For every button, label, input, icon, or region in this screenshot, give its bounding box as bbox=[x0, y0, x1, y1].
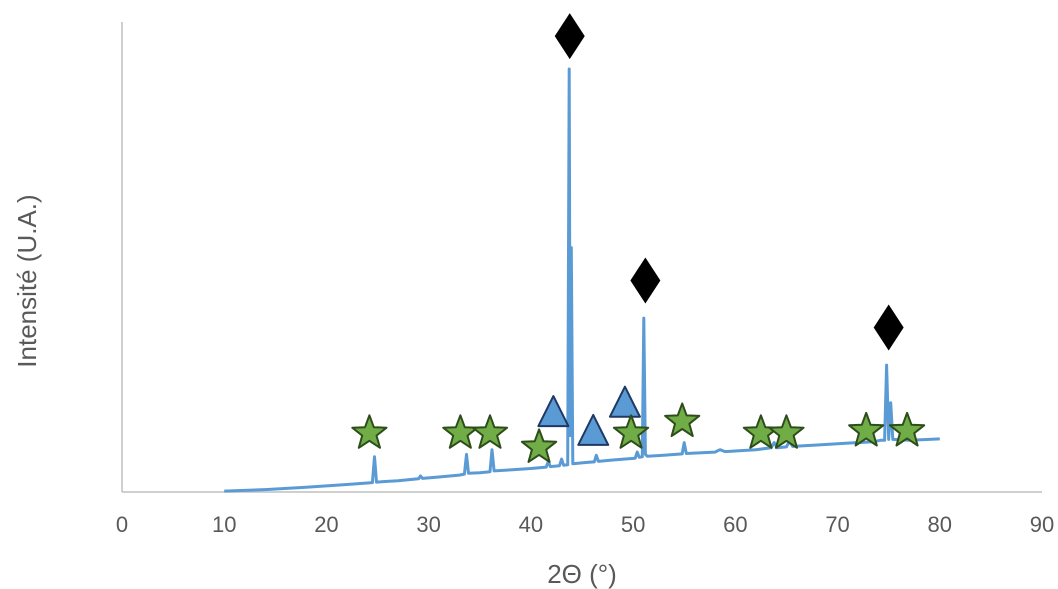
triangle-marker bbox=[608, 385, 641, 418]
star-marker bbox=[520, 428, 558, 463]
x-tick-label: 0 bbox=[116, 512, 128, 537]
diamond-marker bbox=[873, 304, 904, 351]
x-tick-label: 20 bbox=[314, 512, 338, 537]
axes bbox=[121, 22, 1042, 493]
x-tick-label: 70 bbox=[825, 512, 849, 537]
star-marker bbox=[471, 414, 509, 449]
marker-layer bbox=[351, 13, 926, 463]
y-axis-title: Intensité (U.A.) bbox=[12, 194, 42, 367]
star-marker bbox=[768, 414, 805, 449]
x-tick-label: 10 bbox=[212, 512, 236, 537]
x-tick-label: 40 bbox=[519, 512, 543, 537]
triangle-marker bbox=[537, 395, 570, 428]
diamond-marker bbox=[630, 257, 661, 304]
x-tick-label: 90 bbox=[1030, 512, 1054, 537]
series-line bbox=[224, 67, 940, 493]
star-marker bbox=[888, 411, 926, 447]
x-axis-title: 2Θ (°) bbox=[547, 559, 617, 589]
x-tick-label: 80 bbox=[928, 512, 952, 537]
series-layer bbox=[224, 67, 940, 493]
star-marker bbox=[612, 414, 650, 449]
star-marker bbox=[351, 414, 388, 449]
x-tick-label: 50 bbox=[621, 512, 645, 537]
x-tick-labels: 0 10 20 30 40 50 60 70 80 90 bbox=[116, 512, 1054, 537]
star-marker bbox=[442, 414, 479, 449]
diamond-marker bbox=[554, 13, 585, 60]
x-tick-label: 30 bbox=[416, 512, 440, 537]
triangle-marker bbox=[577, 413, 610, 446]
star-marker bbox=[664, 402, 701, 438]
star-marker bbox=[848, 411, 885, 447]
x-tick-label: 60 bbox=[723, 512, 747, 537]
